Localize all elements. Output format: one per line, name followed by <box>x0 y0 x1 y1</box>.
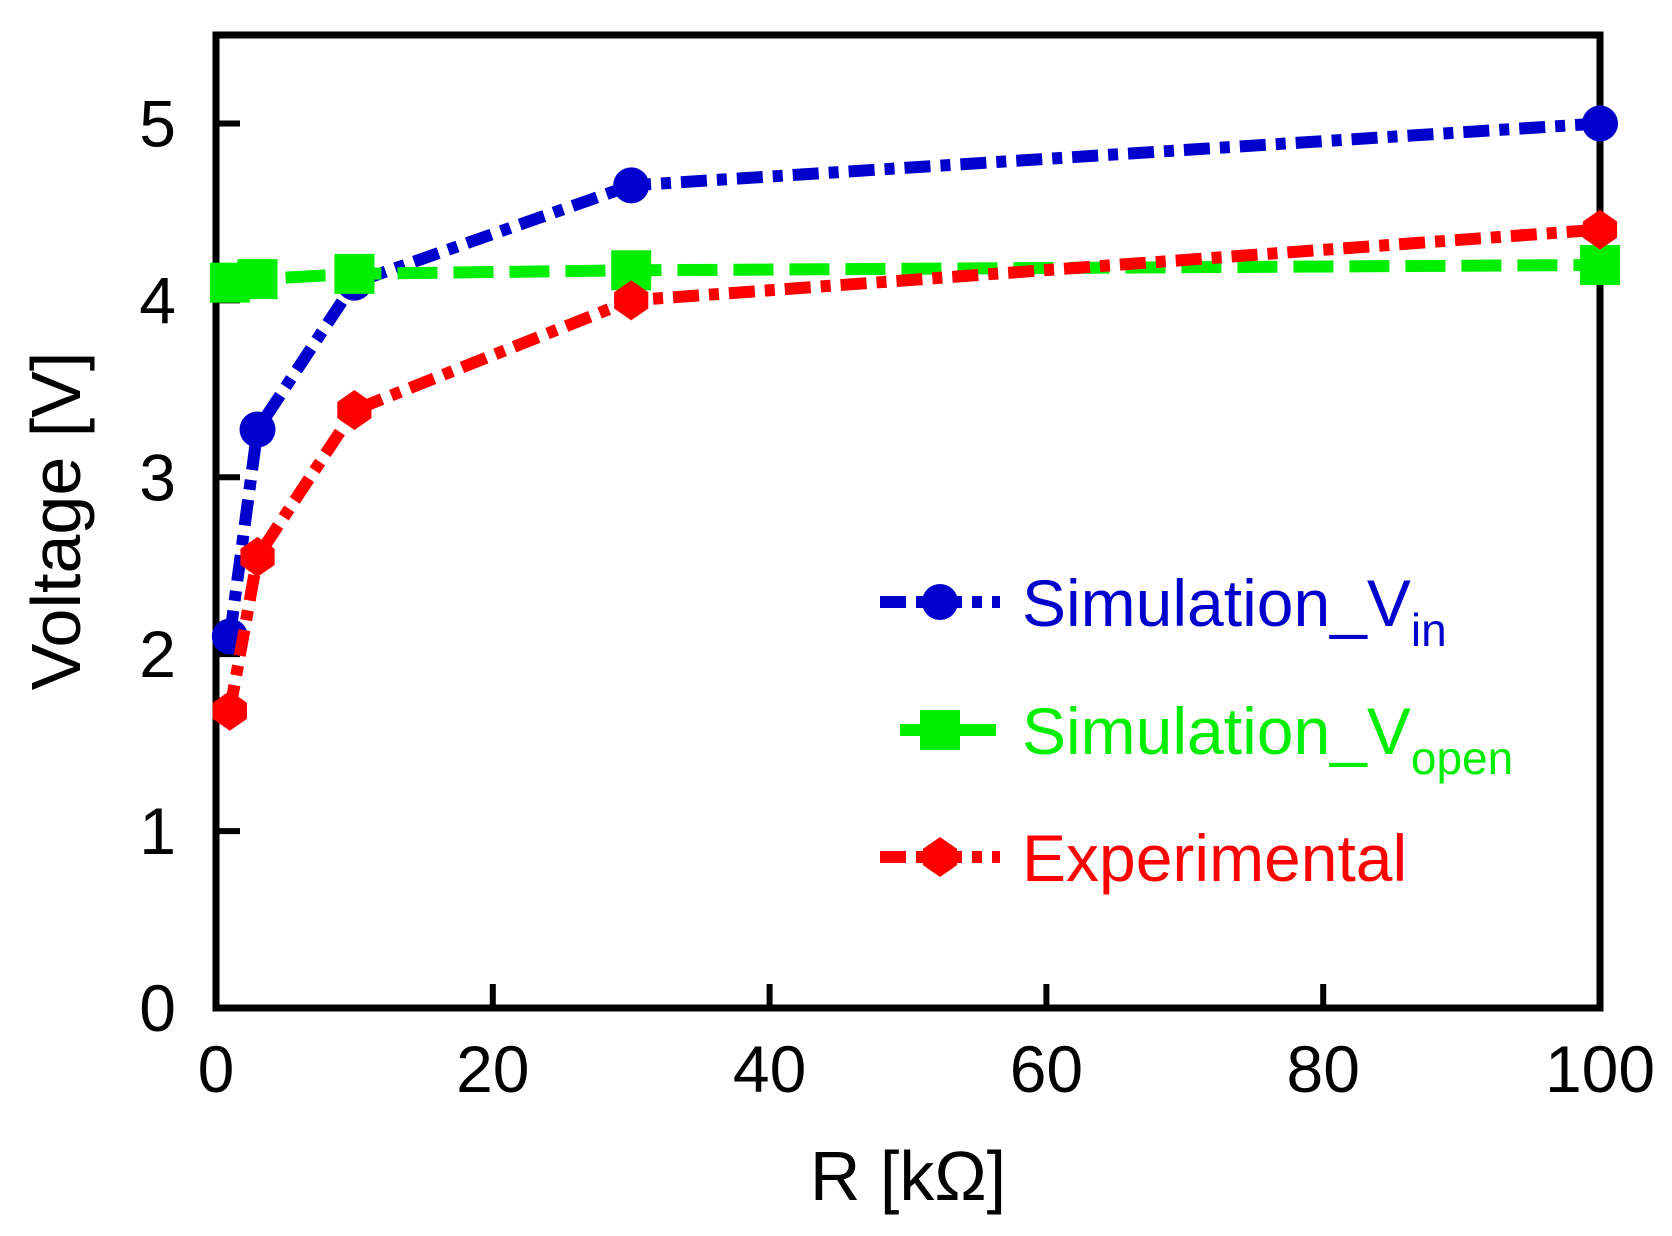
data-point-square <box>334 253 375 294</box>
data-point-diamond <box>240 536 275 577</box>
series-line <box>223 117 1601 638</box>
y-tick-label: 3 <box>139 440 176 514</box>
legend-item: Experimental <box>880 821 1407 895</box>
series-Simulation_Vopen <box>209 244 1620 303</box>
data-point-square <box>237 259 278 300</box>
legend-item: Simulation_Vopen <box>900 694 1513 784</box>
y-tick-label: 0 <box>139 971 176 1045</box>
x-tick-label: 80 <box>1286 1032 1359 1106</box>
data-point-diamond <box>337 390 372 431</box>
data-point-circle <box>239 411 276 448</box>
y-tick-label: 4 <box>139 263 176 337</box>
legend-item: Simulation_Vin <box>880 566 1447 656</box>
data-point-diamond <box>614 280 649 321</box>
y-tick-label: 2 <box>139 617 176 691</box>
data-point-square <box>920 710 960 750</box>
x-tick-label: 40 <box>733 1032 806 1106</box>
data-point-square <box>1580 244 1620 285</box>
x-tick-label: 0 <box>198 1032 235 1106</box>
legend-label-subscript: in <box>1411 604 1447 656</box>
x-tick-label: 60 <box>1010 1032 1083 1106</box>
x-tick-label: 20 <box>456 1032 529 1106</box>
data-series <box>209 105 1620 731</box>
data-point-diamond <box>1582 209 1618 250</box>
legend-label: Experimental <box>1022 821 1407 895</box>
axis-ticks: 0 20 40 60 80 100 0 1 2 3 4 5 <box>139 86 1655 1106</box>
legend-label-main: Experimental <box>1022 821 1407 895</box>
data-point-diamond <box>922 837 958 877</box>
series-line <box>223 223 1601 712</box>
legend-label: Simulation_Vopen <box>1022 694 1513 784</box>
series-Experimental <box>212 209 1618 731</box>
legend-label-main: Simulation_V <box>1022 566 1411 640</box>
data-point-circle <box>1582 105 1618 142</box>
legend-label-subscript: open <box>1411 732 1513 784</box>
y-tick-label: 5 <box>139 86 176 160</box>
data-point-circle <box>922 584 958 620</box>
plot-area-frame <box>212 31 1604 1012</box>
data-point-diamond <box>212 690 247 731</box>
y-axis-title: Voltage [V] <box>17 352 95 691</box>
legend-label-main: Simulation_V <box>1022 694 1411 768</box>
legend-label: Simulation_Vin <box>1022 566 1447 656</box>
y-tick-label: 1 <box>139 794 176 868</box>
legend: Simulation_VinSimulation_VopenExperiment… <box>880 566 1513 895</box>
x-tick-label: 100 <box>1545 1032 1655 1106</box>
data-point-circle <box>613 167 650 204</box>
x-axis-title: R [kΩ] <box>810 1137 1006 1215</box>
